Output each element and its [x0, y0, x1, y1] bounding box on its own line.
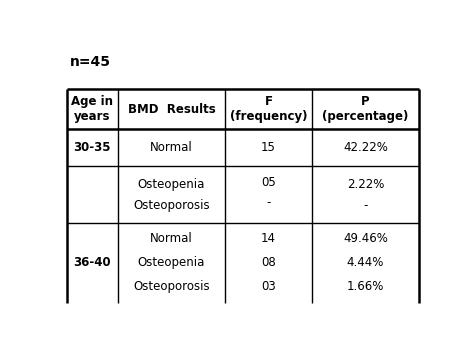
Text: 08: 08: [261, 256, 276, 269]
Text: Normal: Normal: [150, 232, 193, 245]
Text: 49.46%: 49.46%: [343, 232, 388, 245]
Text: 36-40: 36-40: [73, 256, 111, 269]
Text: 30-35: 30-35: [73, 141, 111, 154]
Text: Osteoporosis: Osteoporosis: [133, 280, 210, 293]
Text: 05: 05: [261, 175, 276, 189]
Text: Osteopenia: Osteopenia: [138, 256, 205, 269]
Text: 03: 03: [261, 280, 276, 293]
Text: P
(percentage): P (percentage): [322, 95, 409, 123]
Text: Osteopenia: Osteopenia: [138, 178, 205, 191]
Text: n=45: n=45: [70, 55, 111, 69]
Text: 4.44%: 4.44%: [347, 256, 384, 269]
Text: 42.22%: 42.22%: [343, 141, 388, 154]
Text: Osteoporosis: Osteoporosis: [133, 199, 210, 212]
Text: 15: 15: [261, 141, 276, 154]
Text: -: -: [266, 197, 271, 209]
Text: F
(frequency): F (frequency): [230, 95, 307, 123]
Text: -: -: [363, 199, 368, 212]
Text: Age in
years: Age in years: [71, 95, 113, 123]
Text: Normal: Normal: [150, 141, 193, 154]
Text: BMD  Results: BMD Results: [128, 103, 215, 116]
Text: 1.66%: 1.66%: [347, 280, 384, 293]
Text: 2.22%: 2.22%: [347, 178, 384, 191]
Text: 14: 14: [261, 232, 276, 245]
